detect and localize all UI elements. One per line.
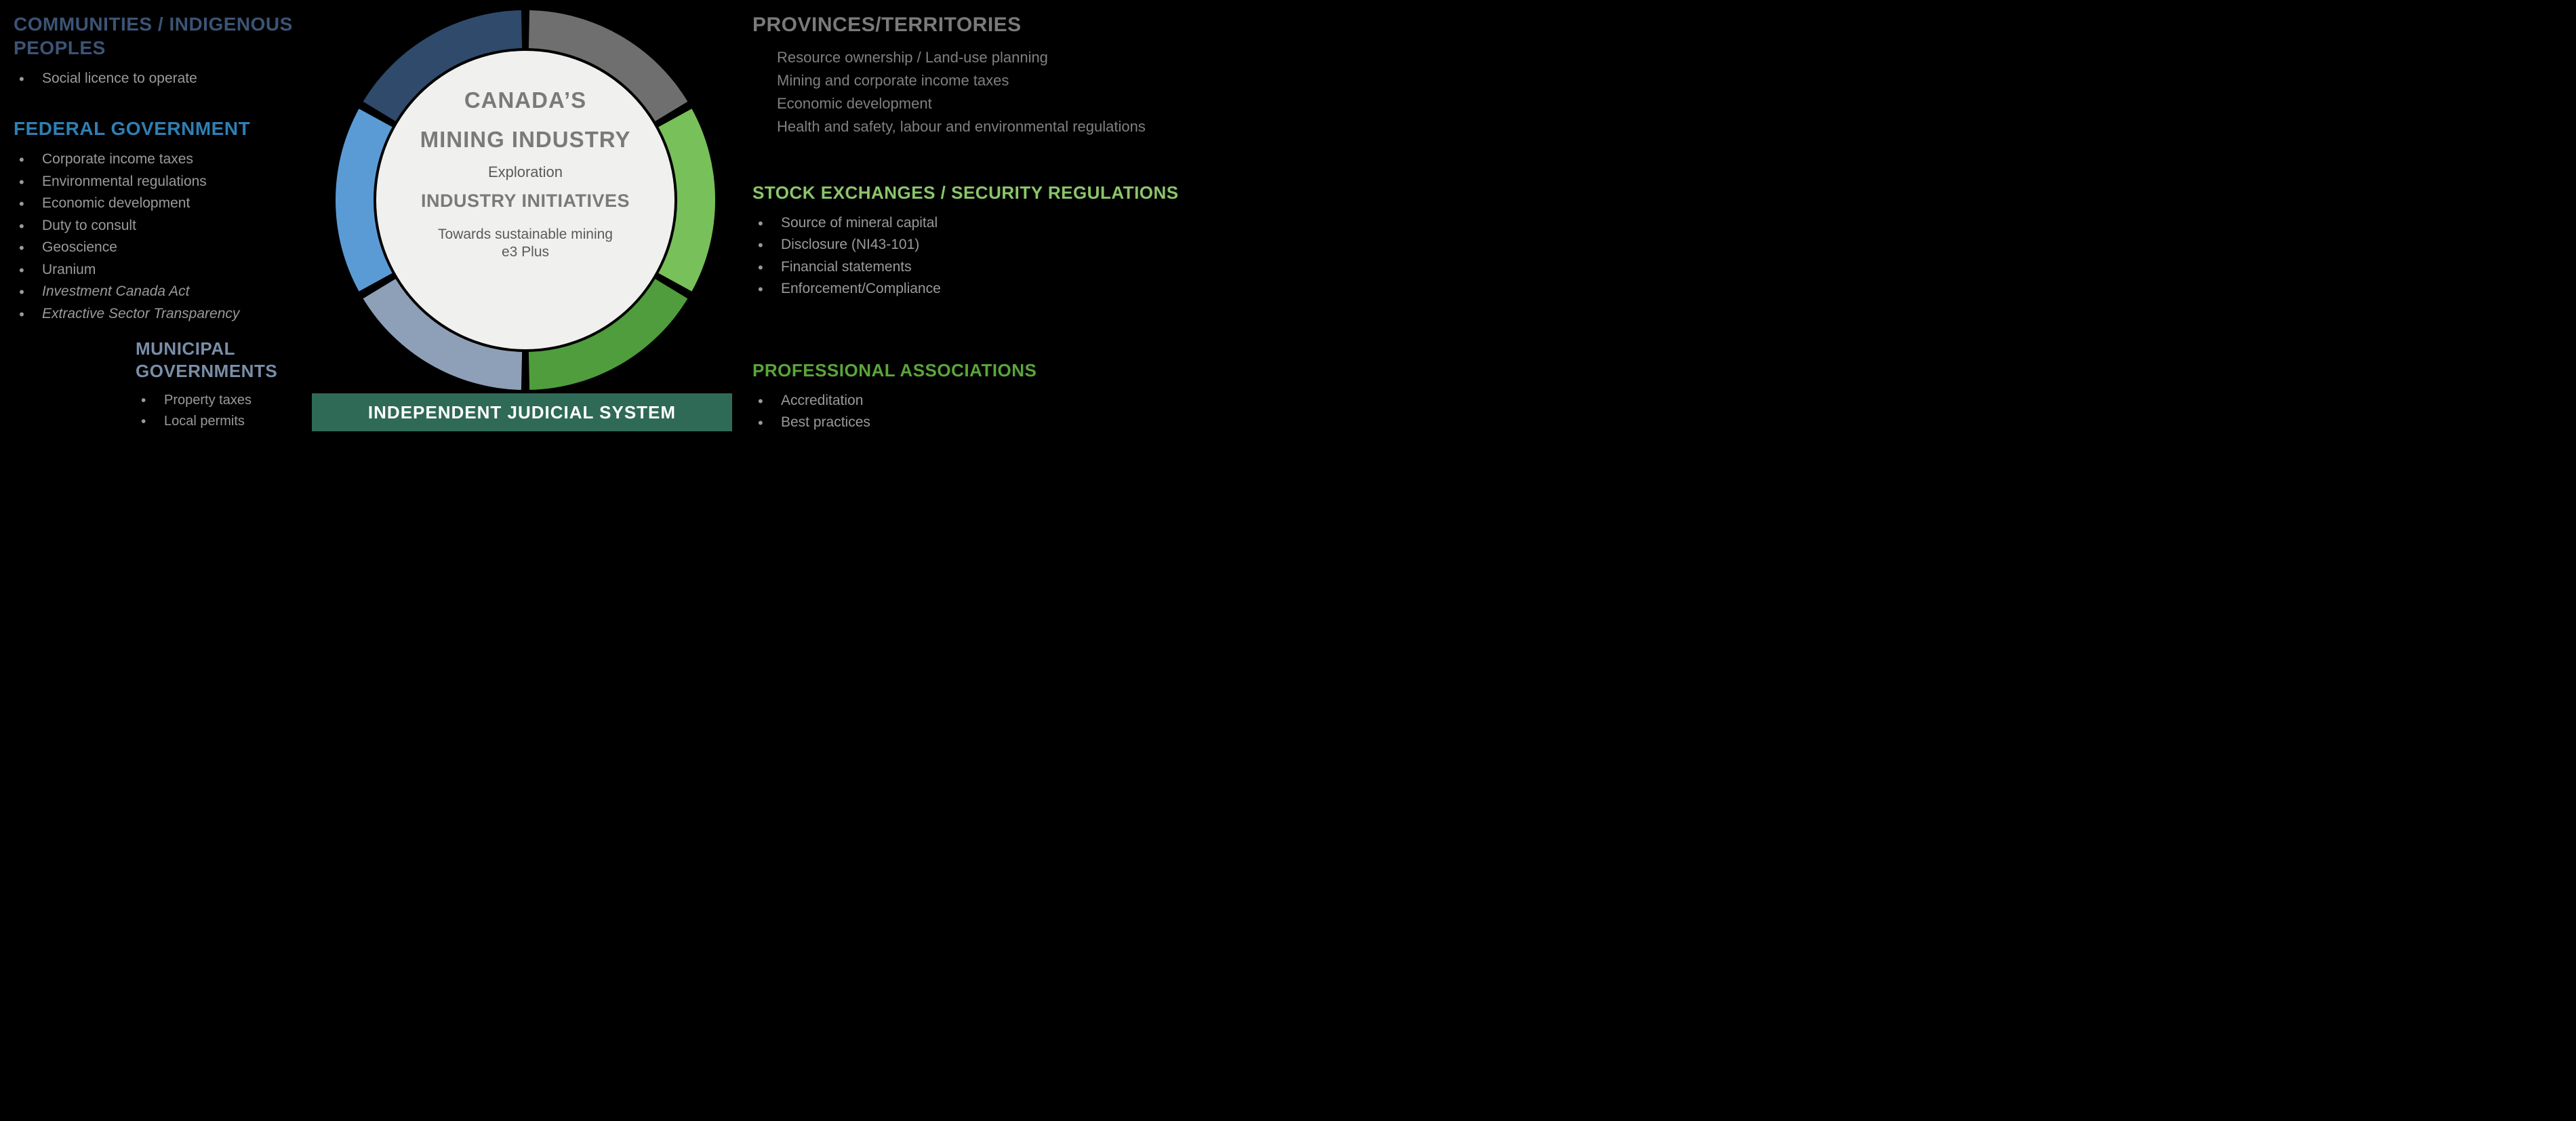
bullet-item: Disclosure (NI43-101) [752,234,1186,256]
bullet-item: Economic development [14,193,312,215]
heading-prof: PROFESSIONAL ASSOCIATIONS [752,359,1186,382]
bullet-item: Property taxes [136,390,339,411]
bullets-municipal: Property taxesLocal permits [136,390,339,432]
bullet-item: Enforcement/Compliance [752,278,1186,300]
heading-stock: STOCK EXCHANGES / SECURITY REGULATIONS [752,182,1186,204]
section-professional-associations: PROFESSIONAL ASSOCIATIONS AccreditationB… [752,359,1186,434]
bullet-item: Extractive Sector Transparency [14,303,312,326]
heading-communities: COMMUNITIES / INDIGENOUS PEOPLES [14,12,312,60]
provinces-line: Resource ownership / Land-use planning [777,46,1186,69]
bullet-item: Social licence to operate [14,68,312,90]
heading-federal: FEDERAL GOVERNMENT [14,117,312,140]
bullet-item: Environmental regulations [14,171,312,193]
center-line-1: CANADA’S [410,87,641,113]
center-line-4: INDUSTRY INITIATIVES [410,191,641,212]
bullets-communities: Social licence to operate [14,68,312,90]
section-provinces-territories: PROVINCES/TERRITORIES Resource ownership… [752,12,1186,138]
section-stock-exchanges: STOCK EXCHANGES / SECURITY REGULATIONS S… [752,182,1186,300]
section-municipal-governments: MUNICIPAL GOVERNMENTS Property taxesLoca… [136,338,339,432]
bullet-item: Duty to consult [14,215,312,237]
center-line-6: e3 Plus [410,244,641,260]
bullets-stock: Source of mineral capitalDisclosure (NI4… [752,212,1186,300]
center-line-3: Exploration [410,163,641,181]
donut-chart: CANADA’S MINING INDUSTRY Exploration IND… [332,7,719,393]
provinces-line: Economic development [777,92,1186,115]
provinces-lines: Resource ownership / Land-use planningMi… [752,46,1186,138]
provinces-line: Health and safety, labour and environmen… [777,115,1156,138]
bullet-item: Financial statements [752,256,1186,279]
judicial-banner: INDEPENDENT JUDICIAL SYSTEM [312,393,732,431]
center-line-2: MINING INDUSTRY [410,127,641,153]
donut-center: CANADA’S MINING INDUSTRY Exploration IND… [376,51,675,349]
center-line-5: Towards sustainable mining [410,227,641,243]
provinces-line: Mining and corporate income taxes [777,69,1186,92]
bullets-prof: AccreditationBest practices [752,390,1186,434]
bullet-item: Geoscience [14,237,312,259]
section-communities: COMMUNITIES / INDIGENOUS PEOPLES Social … [14,12,312,90]
bullet-item: Best practices [752,412,1186,434]
bullet-item: Corporate income taxes [14,149,312,171]
judicial-banner-text: INDEPENDENT JUDICIAL SYSTEM [368,402,676,423]
bullets-federal: Corporate income taxesEnvironmental regu… [14,149,312,325]
bullet-item: Accreditation [752,390,1186,412]
heading-provinces: PROVINCES/TERRITORIES [752,12,1186,38]
bullet-item: Uranium [14,259,312,281]
bullet-item: Source of mineral capital [752,212,1186,235]
section-federal-government: FEDERAL GOVERNMENT Corporate income taxe… [14,117,312,325]
bullet-item: Local permits [136,411,339,432]
heading-municipal: MUNICIPAL GOVERNMENTS [136,338,339,382]
bullet-item: Investment Canada Act [14,281,312,303]
